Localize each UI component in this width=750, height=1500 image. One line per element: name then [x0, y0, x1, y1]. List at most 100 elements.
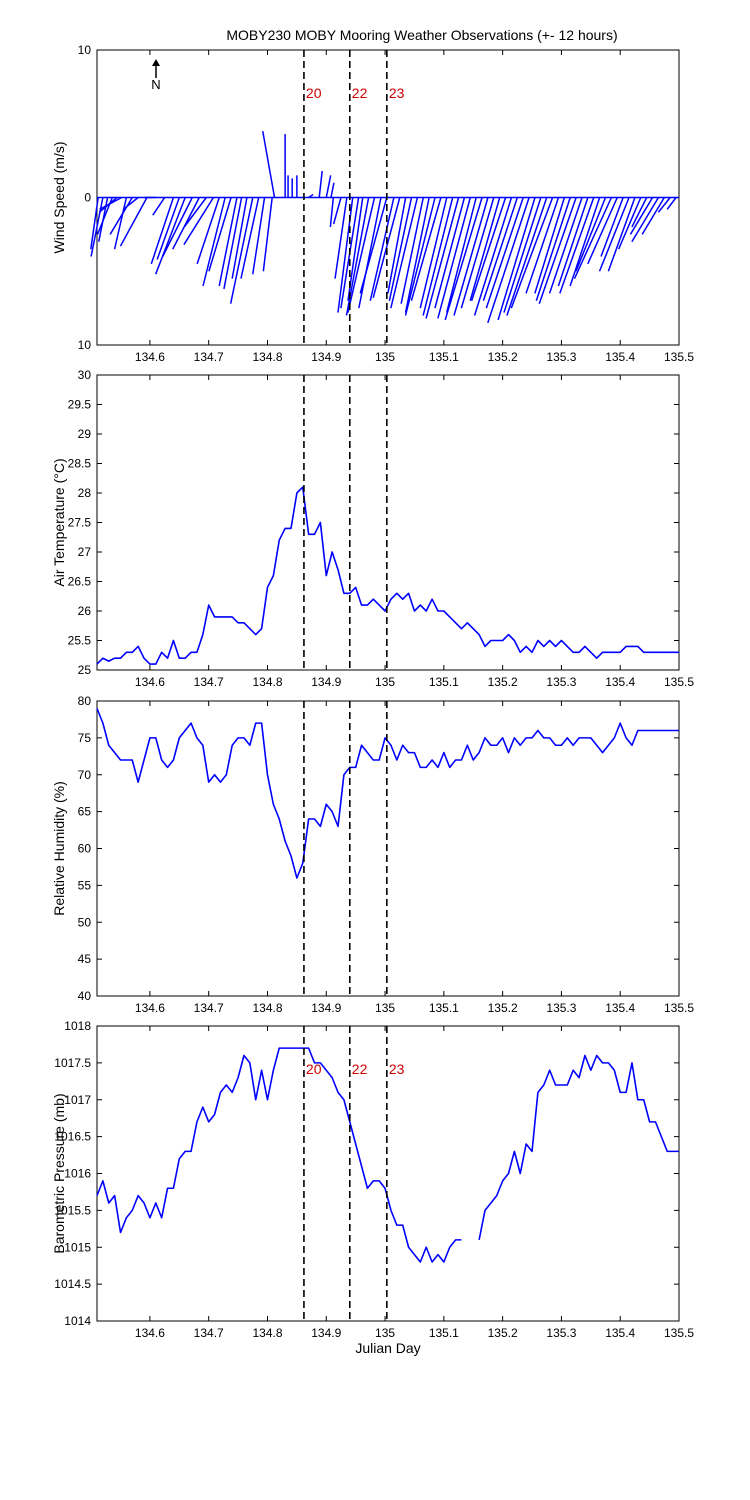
x-tick-label: 135.5 — [664, 350, 694, 364]
x-tick-label: 135.5 — [664, 1326, 694, 1340]
wind-stick — [325, 175, 332, 198]
wind-stick — [218, 197, 238, 287]
wind-stick — [387, 197, 407, 294]
y-tick-label: 80 — [78, 694, 92, 708]
y-tick-label: 25.5 — [68, 634, 92, 648]
wind-stick — [510, 197, 554, 309]
x-tick-label: 135.2 — [488, 675, 518, 689]
panel-4: 134.6 134.7 134.8 134.9 135 135.1 135.2 135.3 13… — [51, 1019, 694, 1356]
wind-stick — [445, 197, 477, 313]
x-tick-label: 134.6 — [135, 1001, 165, 1015]
x-tick-label: 134.8 — [252, 350, 282, 364]
x-tick-label: 134.6 — [135, 1326, 165, 1340]
axes-box — [96, 374, 680, 671]
wind-stick — [358, 197, 382, 309]
wind-stick — [600, 197, 624, 257]
wind-stick — [404, 197, 436, 316]
y-tick-label: 40 — [78, 989, 92, 1003]
y-tick-label: 10 — [78, 338, 92, 352]
x-tick-label: 135.3 — [546, 675, 576, 689]
wind-stick — [460, 197, 495, 309]
y-tick-label: 45 — [78, 952, 92, 966]
y-tick-label: 1018 — [64, 1019, 91, 1033]
wind-stick — [202, 197, 226, 287]
wind-stick — [90, 197, 99, 250]
x-tick-label: 135.1 — [429, 1001, 459, 1015]
y-tick-label: 1015.5 — [54, 1203, 91, 1217]
wind-stick — [404, 197, 430, 313]
wind-stick — [666, 197, 677, 210]
wind-stick — [90, 197, 104, 257]
y-tick-label: 29 — [78, 427, 92, 441]
marker-label: 22 — [352, 1061, 368, 1077]
wind-stick — [308, 193, 314, 199]
y-tick-label: 60 — [78, 842, 92, 856]
x-tick-label: 135 — [375, 350, 395, 364]
y-tick-label: 28 — [78, 486, 92, 500]
wind-stick — [334, 197, 348, 279]
wind-stick — [122, 196, 139, 210]
wind-stick — [347, 197, 376, 313]
y-tick-label: 50 — [78, 915, 92, 929]
wind-stick — [359, 197, 388, 294]
wind-stick — [252, 197, 266, 275]
wind-stick — [119, 197, 148, 247]
wind-stick — [573, 197, 613, 279]
y-axis-label: Relative Humidity (%) — [51, 781, 67, 916]
y-tick-label: 27.5 — [68, 516, 92, 530]
wind-stick — [575, 197, 607, 272]
wind-stick — [332, 197, 342, 225]
wind-stick — [162, 197, 193, 257]
marker-label: 23 — [389, 85, 405, 101]
y-tick-label: 1014 — [64, 1314, 91, 1328]
x-tick-label: 135.1 — [429, 675, 459, 689]
y-tick-label: 1014.5 — [54, 1277, 91, 1291]
y-tick-label: 1016.5 — [54, 1130, 91, 1144]
wind-stick — [425, 197, 460, 319]
wind-stick — [208, 197, 232, 272]
x-tick-label: 135.4 — [605, 1001, 635, 1015]
wind-stick — [437, 197, 472, 319]
wind-stick — [434, 197, 466, 309]
y-tick-label: 26.5 — [68, 575, 92, 589]
y-tick-label: 1017.5 — [54, 1056, 91, 1070]
wind-stick — [503, 197, 542, 313]
wind-stick — [113, 197, 128, 250]
x-tick-label: 135 — [375, 675, 395, 689]
x-tick-label: 135.2 — [488, 350, 518, 364]
wind-stick — [497, 197, 536, 321]
north-indicator: N — [151, 59, 161, 92]
wind-stick — [470, 197, 507, 301]
series-line — [96, 486, 679, 665]
wind-stick — [559, 197, 595, 294]
wind-stick — [538, 197, 577, 304]
x-tick-label: 134.7 — [194, 1326, 224, 1340]
x-tick-label: 135.1 — [429, 1326, 459, 1340]
wind-stick — [183, 197, 207, 228]
wind-stick — [369, 197, 395, 301]
marker-label: 20 — [306, 1061, 322, 1077]
wind-stick — [485, 197, 524, 309]
wind-stick — [223, 197, 243, 290]
x-tick-label: 134.7 — [194, 675, 224, 689]
wind-stick — [262, 197, 273, 272]
x-tick-label: 134.6 — [135, 675, 165, 689]
wind-stick — [629, 197, 654, 235]
y-axis-label: Barometric Pressure (mb) — [51, 1093, 67, 1253]
wind-stick — [453, 197, 489, 316]
y-tick-label: 1017 — [64, 1093, 91, 1107]
x-tick-label: 134.6 — [135, 350, 165, 364]
wind-stick — [557, 197, 589, 287]
x-tick-label: 134.9 — [311, 675, 341, 689]
panels: 134.6 134.7 134.8 134.9 135 135.1 135.2 135.3 13… — [51, 43, 694, 1356]
north-label: N — [151, 77, 160, 92]
y-tick-label: 10 — [78, 43, 92, 57]
y-tick-label: 25 — [78, 663, 92, 677]
wind-stick — [444, 197, 483, 321]
panel-3: 134.6 134.7 134.8 134.9 135 135.1 135.2 135.3 13… — [51, 694, 694, 1015]
y-tick-label: 27 — [78, 545, 92, 559]
marker-label: 23 — [389, 1061, 405, 1077]
wind-stick — [372, 197, 401, 298]
wind-stick — [388, 197, 413, 301]
